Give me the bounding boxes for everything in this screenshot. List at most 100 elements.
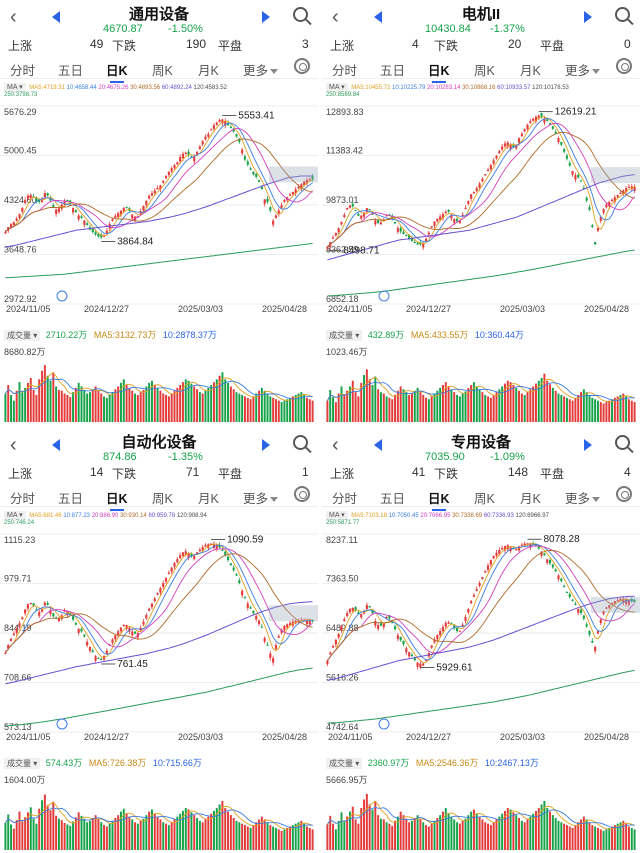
next-stock-icon[interactable] xyxy=(262,439,270,451)
candle-body xyxy=(447,209,450,212)
candle-body xyxy=(472,191,476,194)
volume-bar xyxy=(249,827,252,850)
search-icon[interactable] xyxy=(615,435,630,450)
tab-five-day[interactable]: 五日 xyxy=(58,492,84,506)
candle-body xyxy=(610,603,614,605)
tab-daily-k[interactable]: 日K xyxy=(106,60,128,83)
previous-stock-icon[interactable] xyxy=(52,439,60,451)
ma-legend: MA ▾ MA5:4719.31 10:4658.44 20:4675.26 3… xyxy=(4,83,316,99)
volume-bar xyxy=(613,825,616,850)
tab-monthly-k[interactable]: 月K xyxy=(198,64,219,78)
sector-name: 专用设备 xyxy=(450,434,511,451)
volume-bar xyxy=(388,397,391,422)
ma60-value: 60:4892.24 xyxy=(161,85,192,91)
back-chevron-icon[interactable]: ‹ xyxy=(332,6,339,28)
candle-body xyxy=(243,597,247,599)
volume-bar xyxy=(619,394,622,422)
candle-body xyxy=(266,198,269,203)
tab-five-day[interactable]: 五日 xyxy=(380,492,406,506)
tab-daily-k[interactable]: 日K xyxy=(428,60,450,83)
volume-bar xyxy=(427,826,430,850)
candle-body xyxy=(252,171,255,175)
ma-selector-button[interactable]: MA ▾ xyxy=(326,83,348,92)
flat-label: 平盘 xyxy=(540,39,565,53)
volume-chart[interactable] xyxy=(0,356,318,424)
settings-gear-icon[interactable] xyxy=(294,486,310,502)
tab-intraday[interactable]: 分时 xyxy=(332,492,358,506)
back-chevron-icon[interactable]: ‹ xyxy=(10,6,17,28)
volume-bar xyxy=(303,394,306,422)
kline-chart[interactable]: 8237.117363.506489.885616.264742.648078.… xyxy=(322,526,640,742)
candle-body xyxy=(125,206,128,209)
next-stock-icon[interactable] xyxy=(584,439,592,451)
volume-selector-button[interactable]: 成交量 ▾ xyxy=(326,330,363,341)
volume-bar xyxy=(611,399,614,422)
tab-five-day[interactable]: 五日 xyxy=(380,64,406,78)
tab-intraday[interactable]: 分时 xyxy=(332,64,358,78)
candle-body xyxy=(523,129,526,132)
volume-bar xyxy=(557,820,560,850)
settings-gear-icon[interactable] xyxy=(616,58,632,74)
kline-chart[interactable]: 12893.83 11383.42 9873.01 8362.59 6852.18 126… xyxy=(322,98,640,314)
candle-body xyxy=(605,204,608,208)
tab-more[interactable]: 更多 xyxy=(243,488,279,507)
tab-daily-k[interactable]: 日K xyxy=(106,488,128,511)
search-icon[interactable] xyxy=(293,435,308,450)
volume-bar xyxy=(337,820,340,850)
ma60-value: 60:10933.57 xyxy=(497,85,531,91)
candle-body xyxy=(484,571,487,573)
tab-weekly-k[interactable]: 周K xyxy=(152,64,173,78)
volume-chart[interactable] xyxy=(322,356,640,424)
back-chevron-icon[interactable]: ‹ xyxy=(10,434,17,456)
candle-body xyxy=(300,184,303,189)
tab-intraday[interactable]: 分时 xyxy=(10,492,36,506)
volume-selector-button[interactable]: 成交量 ▾ xyxy=(4,758,41,769)
next-stock-icon[interactable] xyxy=(262,11,270,23)
next-stock-icon[interactable] xyxy=(584,11,592,23)
candle-body xyxy=(195,151,199,155)
ma60-value: 60:959.78 xyxy=(148,513,176,519)
volume-bar xyxy=(503,810,506,850)
tab-monthly-k[interactable]: 月K xyxy=(520,64,541,78)
back-chevron-icon[interactable]: ‹ xyxy=(332,434,339,456)
tab-intraday[interactable]: 分时 xyxy=(10,64,36,78)
volume-selector-button[interactable]: 成交量 ▾ xyxy=(326,758,363,769)
tab-five-day[interactable]: 五日 xyxy=(58,64,84,78)
tab-more[interactable]: 更多 xyxy=(565,60,601,79)
candle-body xyxy=(195,552,199,554)
tab-daily-k[interactable]: 日K xyxy=(428,488,450,511)
ma-selector-button[interactable]: MA ▾ xyxy=(4,83,26,92)
tab-more[interactable]: 更多 xyxy=(243,60,279,79)
ma-selector-button[interactable]: MA ▾ xyxy=(4,511,26,520)
tab-weekly-k[interactable]: 周K xyxy=(152,492,173,506)
tab-monthly-k[interactable]: 月K xyxy=(520,492,541,506)
volume-bar xyxy=(405,818,408,850)
search-icon[interactable] xyxy=(293,7,308,22)
previous-stock-icon[interactable] xyxy=(52,11,60,23)
kline-chart[interactable]: 1115.23 979.71 844.19 708.66 573.13 1090.59 76… xyxy=(0,526,318,742)
ma30-num: 930.14 xyxy=(128,513,147,519)
candle-body xyxy=(565,591,569,594)
previous-stock-icon[interactable] xyxy=(374,439,382,451)
volume-chart[interactable] xyxy=(322,784,640,852)
candle-body xyxy=(405,648,408,653)
kline-chart[interactable]: 5676.29 5000.45 4324.60 3648.76 2972.92 5553.… xyxy=(0,98,318,314)
volume-chart[interactable] xyxy=(0,784,318,852)
tab-weekly-k[interactable]: 周K xyxy=(474,64,495,78)
volume-bar xyxy=(512,385,515,422)
settings-gear-icon[interactable] xyxy=(616,486,632,502)
previous-stock-icon[interactable] xyxy=(374,11,382,23)
tab-weekly-k[interactable]: 周K xyxy=(474,492,495,506)
settings-gear-icon[interactable] xyxy=(294,58,310,74)
tab-more[interactable]: 更多 xyxy=(565,488,601,507)
volume-bar xyxy=(4,822,7,850)
candle-body xyxy=(424,659,428,661)
volume-selector-button[interactable]: 成交量 ▾ xyxy=(4,330,41,341)
candle-body xyxy=(605,607,608,609)
candle-body xyxy=(591,225,594,228)
ma-selector-button[interactable]: MA ▾ xyxy=(326,511,348,520)
volume-bar xyxy=(554,390,557,422)
search-icon[interactable] xyxy=(615,7,630,22)
tab-monthly-k[interactable]: 月K xyxy=(198,492,219,506)
breadth-stats: 上涨 14 下跌 71 平盘 1 xyxy=(0,465,318,481)
